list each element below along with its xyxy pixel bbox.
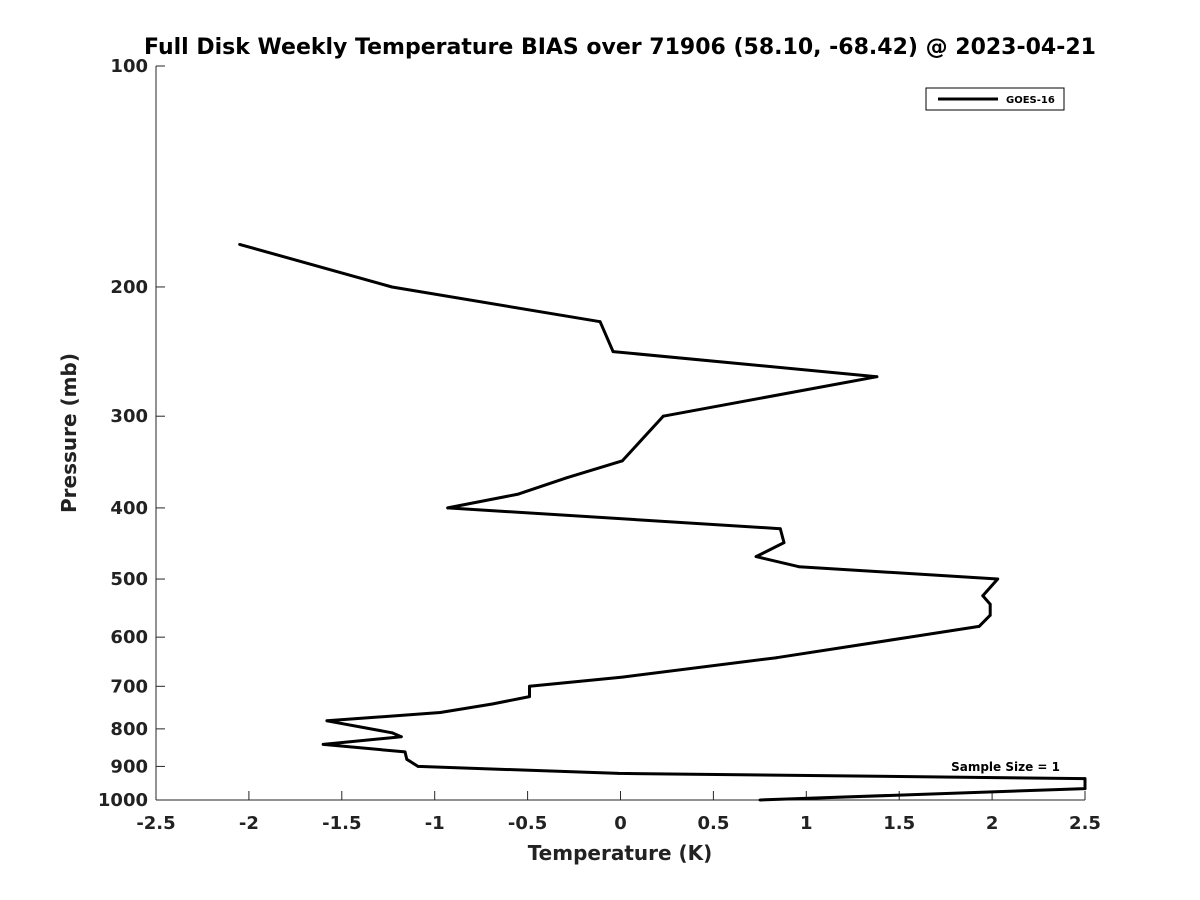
x-tick-label: 0	[614, 813, 627, 834]
data-point	[778, 527, 782, 531]
data-point	[416, 765, 420, 768]
data-point	[390, 731, 394, 735]
series-layer	[238, 242, 1087, 802]
data-point	[528, 684, 531, 688]
data-point	[325, 719, 329, 723]
x-tick-label: 1	[800, 813, 813, 834]
y-tick-label: 200	[110, 277, 148, 298]
data-point	[617, 772, 620, 775]
x-tick-label: 1.5	[883, 813, 915, 834]
x-axis-label: Temperature (K)	[528, 841, 713, 865]
y-tick-label: 700	[110, 676, 148, 697]
data-point	[875, 375, 879, 379]
data-point	[782, 541, 786, 544]
y-tick-label: 900	[110, 756, 148, 777]
data-point	[996, 577, 1000, 581]
x-tick-label: -1.5	[322, 813, 361, 834]
x-tick-label: 2	[986, 813, 999, 834]
data-point	[754, 555, 758, 558]
y-tick-label: 600	[110, 627, 148, 648]
data-point	[988, 602, 992, 606]
x-tick-label: -0.5	[508, 813, 547, 834]
data-point	[598, 320, 602, 324]
y-tick-label: 800	[110, 719, 148, 740]
data-point	[661, 414, 665, 418]
data-point	[1083, 777, 1087, 780]
y-tick-label: 300	[110, 406, 148, 427]
plot-area	[156, 66, 1085, 800]
data-point	[390, 285, 394, 289]
data-point	[988, 613, 992, 617]
tick-marks: -2.5 -2 -1.5 -1 -0.5 0 0.5 1 1.5 2 2.5 100 200 300 400…	[98, 56, 1101, 834]
data-point	[446, 506, 450, 510]
y-tick-label: 500	[110, 569, 148, 590]
legend: GOES-16	[925, 87, 1065, 111]
y-tick-label: 1000	[98, 790, 148, 811]
data-point	[981, 594, 985, 598]
y-axis-label: Pressure (mb)	[57, 353, 81, 513]
data-point	[775, 656, 778, 660]
data-point	[438, 711, 442, 714]
data-point	[528, 695, 531, 698]
data-point	[405, 757, 409, 761]
data-point	[238, 243, 242, 246]
x-tick-label: 2.5	[1069, 813, 1101, 834]
data-point	[399, 735, 403, 739]
data-point	[516, 492, 520, 496]
data-point	[977, 625, 981, 628]
x-tick-label: -2	[239, 813, 259, 834]
x-tick-label: -1	[425, 813, 445, 834]
data-point	[490, 702, 494, 706]
data-point	[403, 750, 407, 754]
x-tick-label: -2.5	[136, 813, 175, 834]
y-tick-label: 400	[110, 498, 148, 519]
y-tick-label: 100	[110, 56, 148, 77]
data-point	[621, 459, 624, 463]
sample-size-annotation: Sample Size = 1	[951, 760, 1060, 774]
data-point	[611, 350, 615, 353]
x-tick-label: 0.5	[697, 813, 729, 834]
chart-title: Full Disk Weekly Temperature BIAS over 7…	[144, 35, 1096, 60]
data-point	[621, 675, 624, 679]
legend-label: GOES-16	[1006, 95, 1055, 106]
data-point	[797, 565, 801, 569]
data-point	[321, 743, 325, 746]
data-point	[1083, 787, 1087, 790]
data-point	[565, 476, 568, 480]
data-point	[758, 798, 762, 802]
